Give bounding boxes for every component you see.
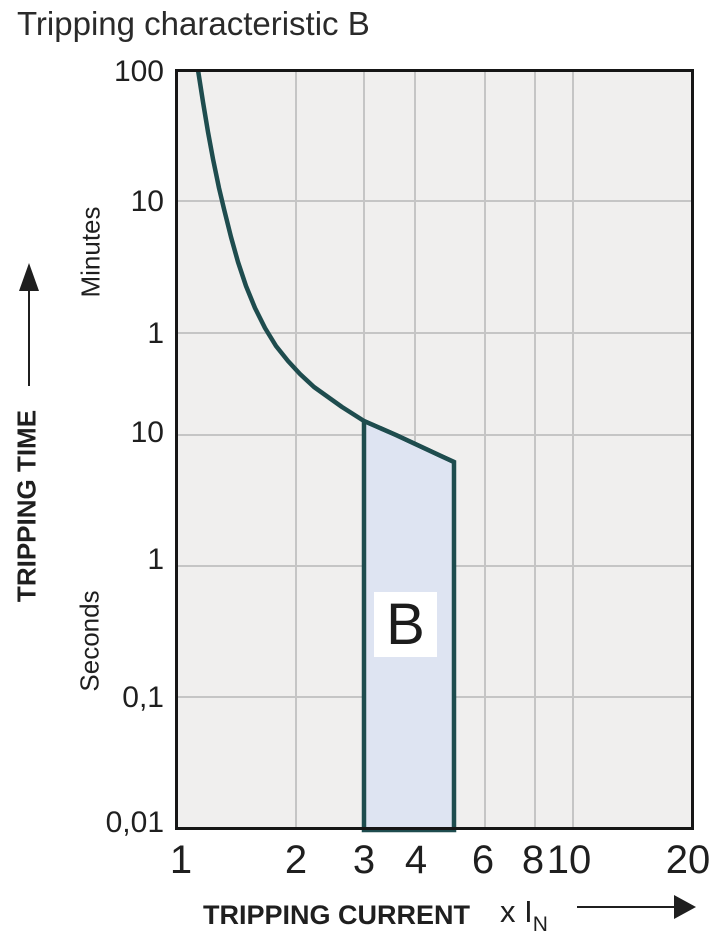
y-tick-10min: 10 xyxy=(130,185,164,218)
up-arrow-icon xyxy=(19,263,39,386)
y-tick-0p01s: 0,01 xyxy=(105,806,164,839)
band-label-text: B xyxy=(386,592,425,657)
x-axis-unit-subscript: N xyxy=(532,913,548,936)
right-arrow-icon xyxy=(577,895,696,919)
x-axis-unit-prefix: x I xyxy=(500,894,533,929)
x-tick-20: 20 xyxy=(665,838,711,882)
x-tick-1: 1 xyxy=(169,838,193,882)
y-tick-1s: 1 xyxy=(147,543,164,576)
x-tick-2: 2 xyxy=(284,838,308,882)
y-tick-10s: 10 xyxy=(130,416,164,449)
x-axis-title: TRIPPING CURRENT xyxy=(203,900,471,930)
y-tick-100min: 100 xyxy=(113,55,164,88)
x-tick-8: 8 xyxy=(521,838,545,882)
y-axis-title: TRIPPING TIME xyxy=(11,409,42,603)
x-tick-6: 6 xyxy=(471,838,495,882)
y-axis-unit-minutes: Minutes xyxy=(75,206,106,298)
tripping-curve xyxy=(195,69,455,465)
x-tick-3: 3 xyxy=(352,838,376,882)
plot-border xyxy=(175,69,694,830)
page-title: Tripping characteristic B xyxy=(17,5,370,42)
x-tick-10: 10 xyxy=(546,838,592,882)
y-tick-1min: 1 xyxy=(147,317,164,350)
band-label: B xyxy=(374,592,437,657)
x-axis-unit: x IN xyxy=(500,893,548,936)
y-tick-0p1s: 0,1 xyxy=(122,681,164,714)
y-axis-unit-seconds: Seconds xyxy=(74,590,105,692)
x-tick-4: 4 xyxy=(404,838,428,882)
